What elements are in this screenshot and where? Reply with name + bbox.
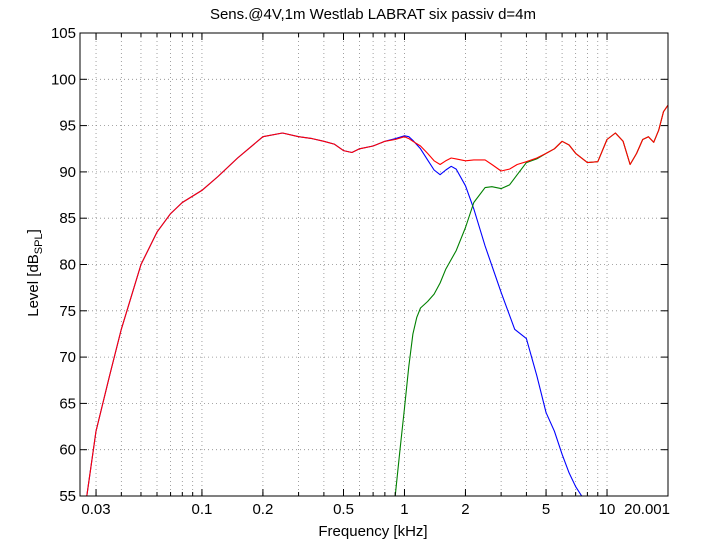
y-tick-label: 85	[59, 210, 76, 227]
y-axis-label: Level [dBSPL]	[25, 229, 45, 317]
y-tick-label: 95	[59, 118, 76, 135]
x-tick-label: 10	[599, 501, 616, 518]
grid	[80, 33, 668, 496]
series-line-blue	[86, 132, 583, 496]
x-tick-label: 20.001	[624, 501, 670, 518]
x-tick-label: 5	[542, 501, 550, 518]
y-tick-label: 60	[59, 442, 76, 459]
y-tick-label: 105	[51, 25, 76, 42]
x-tick-label: 0.03	[81, 501, 110, 518]
y-tick-label: 75	[59, 303, 76, 320]
series-line-red	[86, 104, 668, 496]
x-tick-label: 0.1	[192, 501, 213, 518]
y-axis-label-sub: SPL	[33, 233, 45, 254]
y-tick-label: 90	[59, 164, 76, 181]
chart-title: Sens.@4V,1m Westlab LABRAT six passiv d=…	[210, 6, 536, 23]
y-axis-label-main: Level [dB	[25, 254, 42, 317]
y-tick-label: 70	[59, 349, 76, 366]
y-tick-label: 100	[51, 71, 76, 88]
x-tick-label: 0.5	[333, 501, 354, 518]
y-tick-label: 80	[59, 257, 76, 274]
y-tick-label: 65	[59, 395, 76, 412]
x-axis-label: Frequency [kHz]	[318, 523, 427, 540]
x-tick-label: 1	[400, 501, 408, 518]
series-layer	[86, 104, 668, 496]
x-tick-label: 2	[461, 501, 469, 518]
y-axis-label-close: ]	[25, 229, 42, 233]
series-line-green	[394, 104, 668, 496]
axis-ticks: 0.03 0.1 0.2 0.5 1 2 5 10 20.001 55 60 65 70 75 80 85 90…	[51, 25, 670, 518]
x-tick-label: 0.2	[252, 501, 273, 518]
y-tick-label: 55	[59, 488, 76, 505]
